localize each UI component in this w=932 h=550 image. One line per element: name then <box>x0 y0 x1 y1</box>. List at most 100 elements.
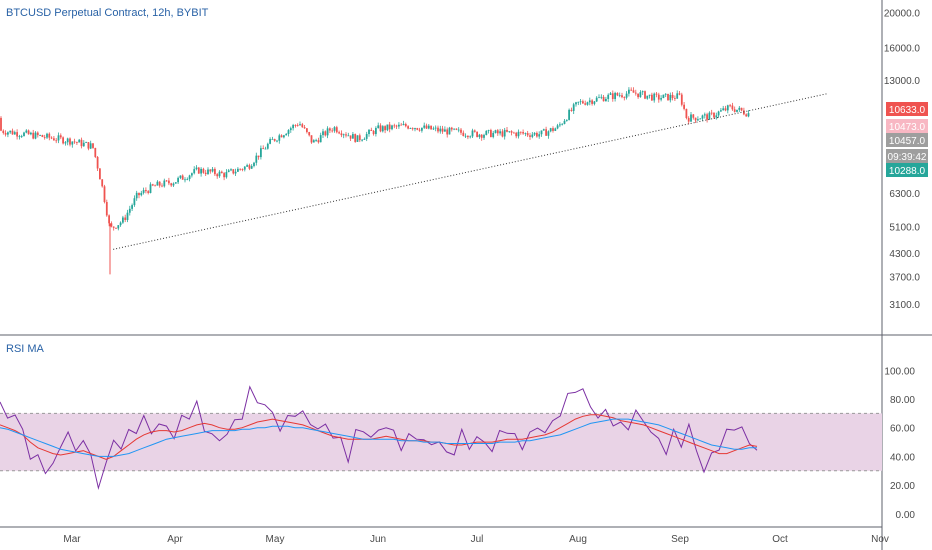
candle-body <box>234 171 237 174</box>
candle-body <box>697 119 699 121</box>
price-tag <box>886 102 928 116</box>
candle-body <box>687 118 690 122</box>
candle-body <box>533 132 536 135</box>
candle-body <box>671 94 674 99</box>
candle-body <box>637 93 639 98</box>
candle-body <box>266 143 269 149</box>
candle-body <box>131 205 133 209</box>
price-axis: 20000.0 16000.0 13000.0 6300.0 5100.0 4300.0 3… <box>884 9 921 311</box>
candle-body <box>324 131 327 136</box>
candle-body <box>269 139 271 144</box>
candle-body <box>600 96 603 98</box>
candle-body <box>99 168 101 180</box>
time-tick-label: Jul <box>471 534 484 545</box>
candle-body <box>506 129 508 132</box>
candle-body <box>358 135 361 141</box>
time-tick-label: Aug <box>569 534 587 545</box>
candle-body <box>80 139 83 147</box>
candle-body <box>432 128 435 130</box>
candle-body <box>588 100 591 103</box>
price-tick-label: 3100.0 <box>889 300 920 311</box>
candle-body <box>23 132 25 137</box>
candle-body <box>112 226 115 228</box>
candle-body <box>292 125 294 129</box>
candle-body <box>490 130 492 138</box>
candle-body <box>510 131 513 133</box>
candle-body <box>154 185 156 187</box>
candle-body <box>471 130 474 137</box>
candle-body <box>78 139 81 143</box>
price-pane <box>0 0 882 334</box>
candle-body <box>200 168 202 174</box>
candle-body <box>27 130 30 135</box>
candle-body <box>556 125 559 129</box>
candle-body <box>345 134 347 136</box>
time-tick-label: Apr <box>167 534 183 545</box>
candle-body <box>230 169 232 171</box>
candle-body <box>699 118 702 120</box>
candle-body <box>572 104 575 111</box>
candle-body <box>646 95 649 99</box>
rsi-title: RSI MA <box>6 343 45 355</box>
candle-body <box>253 162 255 167</box>
candle-body <box>384 126 386 131</box>
candle-body <box>59 135 62 138</box>
candle-body <box>738 107 741 110</box>
candle-body <box>685 108 688 119</box>
candle-body <box>172 183 175 186</box>
candle-body <box>179 175 182 178</box>
candle-body <box>549 128 552 132</box>
candle-body <box>301 124 304 128</box>
candle-body <box>239 168 242 170</box>
candle-body <box>36 132 39 136</box>
candle-body <box>188 175 191 180</box>
candle-body <box>223 173 225 178</box>
candle-body <box>547 131 550 136</box>
candle-body <box>423 125 426 128</box>
time-axis: Mar Apr May Jun Jul Aug Sep Oct Nov <box>63 534 889 545</box>
candle-body <box>276 140 278 142</box>
candle-body <box>457 129 460 131</box>
candle-body <box>317 140 320 143</box>
candle-body <box>283 135 285 138</box>
candle-body <box>657 94 660 100</box>
candle-body <box>243 166 246 170</box>
candle-body <box>598 97 600 99</box>
candle-body <box>62 137 64 144</box>
candle-body <box>225 172 228 178</box>
candle-body <box>18 136 21 138</box>
candle-body <box>614 92 616 100</box>
candle-body <box>667 93 669 101</box>
candle-body <box>16 132 18 137</box>
candle-body <box>609 93 612 95</box>
candle-body <box>299 124 301 126</box>
candle-body <box>676 93 679 99</box>
candle-body <box>575 102 577 105</box>
candle-body <box>448 127 451 135</box>
candle-body <box>329 128 331 131</box>
candlestick-series <box>0 87 750 275</box>
candle-body <box>257 155 260 158</box>
candle-body <box>416 128 419 130</box>
rsi-tick-label: 60.00 <box>890 424 915 435</box>
candle-body <box>632 90 635 93</box>
candle-body <box>552 128 554 131</box>
candle-body <box>294 125 297 126</box>
candle-body <box>494 130 497 133</box>
candle-body <box>492 132 495 138</box>
candle-body <box>513 132 515 134</box>
candle-body <box>540 130 543 135</box>
candle-body <box>195 167 198 170</box>
price-tick-label: 16000.0 <box>884 44 921 55</box>
candle-body <box>469 136 472 138</box>
candle-body <box>542 129 545 131</box>
candle-body <box>177 177 179 183</box>
candle-body <box>496 130 499 134</box>
price-tag-label: 09:39:42 <box>888 152 927 163</box>
candle-body <box>531 134 534 137</box>
candle-body <box>207 169 209 175</box>
candle-body <box>365 134 368 139</box>
price-tick-label: 5100.0 <box>889 222 920 233</box>
candle-body <box>375 128 377 135</box>
candle-body <box>462 132 465 136</box>
